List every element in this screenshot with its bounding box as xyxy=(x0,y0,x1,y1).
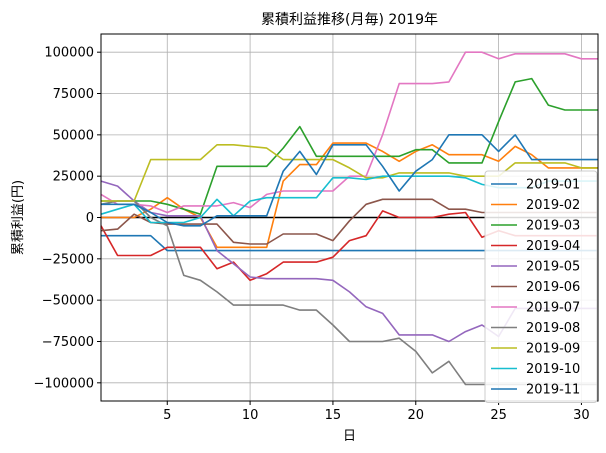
series-line-2019-03 xyxy=(101,77,598,215)
legend-label: 2019-08 xyxy=(526,321,580,336)
y-tick-label: 50000 xyxy=(53,128,94,143)
y-axis-label: 累積利益(円) xyxy=(11,180,26,255)
series-line-2019-11 xyxy=(101,134,598,227)
y-tick-label: 100000 xyxy=(44,46,94,61)
x-tick-label: 25 xyxy=(490,408,507,423)
x-tick-label: 5 xyxy=(163,408,171,423)
legend-label: 2019-06 xyxy=(526,280,580,295)
y-tick-label: −75000 xyxy=(42,335,94,350)
legend-label: 2019-05 xyxy=(526,260,580,275)
y-tick-label: 25000 xyxy=(53,170,94,185)
x-tick-label: 20 xyxy=(407,408,424,423)
legend-label: 2019-04 xyxy=(526,239,580,254)
x-tick-label: 30 xyxy=(573,408,590,423)
legend-label: 2019-10 xyxy=(526,362,580,377)
x-tick-label: 15 xyxy=(325,408,342,423)
x-tick-label: 10 xyxy=(242,408,259,423)
legend-box xyxy=(484,170,598,403)
series-line-2019-07 xyxy=(100,51,598,214)
chart-title: 累積利益推移(月毎) 2019年 xyxy=(261,12,438,28)
x-axis-label: 日 xyxy=(343,429,356,444)
x-axis-ticks: 5 10 15 20 25 30 xyxy=(163,401,590,423)
y-tick-label: −100000 xyxy=(33,376,94,391)
legend-label: 2019-09 xyxy=(526,342,580,357)
legend-label: 2019-02 xyxy=(526,198,580,213)
legend-label: 2019-01 xyxy=(526,178,580,193)
y-tick-label: 0 xyxy=(86,211,94,226)
legend-label: 2019-07 xyxy=(526,301,580,316)
legend-label: 2019-11 xyxy=(526,383,580,398)
y-tick-label: −25000 xyxy=(42,252,94,267)
legend: 2019-01 2019-02 2019-03 2019-04 2019-05 2019-… xyxy=(484,170,598,403)
series-line-2019-09 xyxy=(101,144,598,202)
y-tick-label: 75000 xyxy=(53,87,94,102)
legend-label: 2019-03 xyxy=(526,219,580,234)
y-tick-label: −50000 xyxy=(42,294,94,309)
y-axis-ticks: −100000 −75000 −50000 −25000 0 25000 50000 7500… xyxy=(33,46,101,391)
